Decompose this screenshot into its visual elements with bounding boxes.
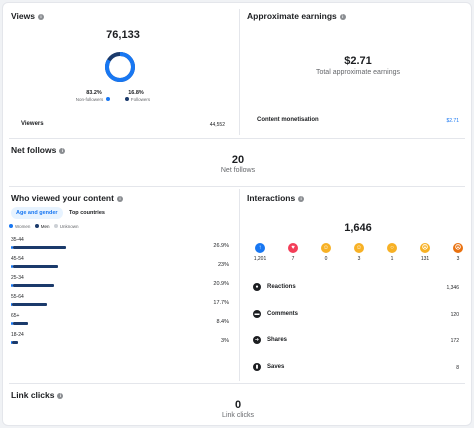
audience-title: Who viewed your content i — [11, 193, 123, 203]
followers-pct: 16.8% — [128, 90, 144, 96]
net-follows-title: Net follows i — [11, 145, 66, 155]
age-row-pct: 20.9% — [213, 281, 229, 287]
divider — [9, 383, 465, 384]
haha-icon: ☺ — [354, 243, 364, 253]
earnings-caption: Total approximate earnings — [315, 69, 401, 76]
like-icon: ↑ — [255, 243, 265, 253]
men-bar — [12, 322, 29, 325]
age-row-label: 25-34 — [11, 275, 24, 281]
interaction-row-value: 172 — [450, 338, 459, 344]
age-row-label: 65+ — [11, 313, 20, 319]
views-title: Views i — [11, 11, 44, 21]
men-bar — [13, 246, 66, 249]
gender-legend: Women Men Unknown — [9, 224, 79, 229]
interactions-title: Interactions i — [247, 193, 305, 203]
wow-icon: ○ — [387, 243, 397, 253]
men-bar — [12, 265, 59, 268]
followers-dot — [124, 97, 129, 101]
reaction-count: 1 — [390, 256, 394, 262]
age-row-pct: 23% — [217, 262, 229, 268]
women-bar — [11, 341, 12, 344]
link-clicks-title: Link clicks i — [11, 390, 64, 400]
net-follows-caption: Net follows — [220, 167, 256, 174]
age-row-pct: 3% — [221, 338, 229, 344]
earnings-amount: $2.71 — [344, 55, 372, 67]
shares-icon: ➜ — [253, 336, 261, 344]
monetisation-label[interactable]: Content monetisation — [257, 117, 319, 123]
views-total: 76,133 — [106, 29, 140, 41]
link-clicks-caption: Link clicks — [222, 412, 254, 419]
info-icon[interactable]: i — [298, 196, 305, 202]
unknown-dot — [53, 224, 58, 228]
age-row-pct: 26.9% — [213, 243, 229, 249]
interaction-row-label: Comments — [267, 310, 299, 317]
net-follows-value: 20 — [231, 154, 245, 166]
age-row-label: 35-44 — [11, 237, 24, 243]
sad-icon: ☹ — [420, 243, 430, 253]
divider — [239, 189, 240, 381]
divider — [9, 138, 465, 139]
interaction-row-label: Shares — [267, 337, 288, 343]
info-icon[interactable]: i — [59, 148, 66, 154]
info-icon[interactable]: i — [339, 14, 346, 20]
age-row-pct: 17.7% — [213, 300, 229, 306]
love-icon: ♥ — [288, 243, 298, 253]
age-row-pct: 8.4% — [216, 319, 229, 325]
non-followers-legend: Non-followers — [69, 97, 119, 102]
tab-age-and-gender[interactable]: Age and gender — [11, 207, 63, 219]
monetisation-value[interactable]: $2.71 — [446, 118, 459, 124]
women-bar — [11, 303, 13, 306]
viewers-value: 44,552 — [209, 122, 225, 128]
comments-icon: ▬ — [253, 309, 261, 318]
divider — [9, 186, 465, 187]
men-bar — [12, 284, 54, 287]
interaction-row-value: 1,346 — [446, 285, 459, 291]
reaction-count: 3 — [357, 256, 361, 262]
interaction-row-value: 120 — [450, 311, 459, 318]
women-bar — [11, 265, 13, 268]
reaction-count: 1,201 — [253, 256, 267, 262]
views-donut-chart — [105, 52, 135, 82]
non-followers-pct: 83.2% — [86, 90, 102, 96]
age-row-label: 55-64 — [11, 294, 24, 300]
age-row-label: 45-54 — [11, 256, 24, 262]
non-followers-dot — [106, 97, 111, 101]
donut-non-followers-segment — [105, 52, 135, 82]
men-bar — [12, 303, 48, 306]
women-bar — [11, 246, 14, 249]
angry-icon: ☹ — [453, 243, 463, 253]
care-icon: ☺ — [321, 243, 331, 253]
info-icon[interactable]: i — [37, 14, 44, 20]
viewers-label: Viewers — [21, 121, 44, 127]
reaction-count: 7 — [291, 256, 295, 262]
info-icon[interactable]: i — [116, 196, 123, 202]
info-icon[interactable]: i — [57, 393, 64, 399]
women-bar — [11, 322, 13, 325]
reaction-count: 131 — [420, 256, 430, 262]
reaction-count: 0 — [324, 256, 328, 262]
reaction-count: 3 — [456, 256, 460, 262]
interaction-row-label: Reactions — [267, 284, 296, 290]
tab-top-countries[interactable]: Top countries — [69, 210, 105, 216]
men-bar — [12, 341, 18, 344]
men-dot — [34, 224, 39, 228]
interaction-row-label: Saves — [267, 363, 285, 370]
reactions-icon: ● — [253, 283, 261, 291]
saves-icon: ▮ — [253, 362, 261, 371]
divider — [239, 9, 240, 135]
followers-legend: Followers — [113, 97, 159, 102]
link-clicks-value: 0 — [234, 399, 242, 411]
interactions-total: 1,646 — [344, 222, 372, 234]
women-dot — [9, 224, 13, 228]
women-bar — [11, 284, 13, 287]
earnings-title: Approximate earnings i — [247, 11, 346, 21]
interaction-row-value: 8 — [456, 364, 459, 371]
age-row-label: 18-24 — [11, 332, 24, 338]
